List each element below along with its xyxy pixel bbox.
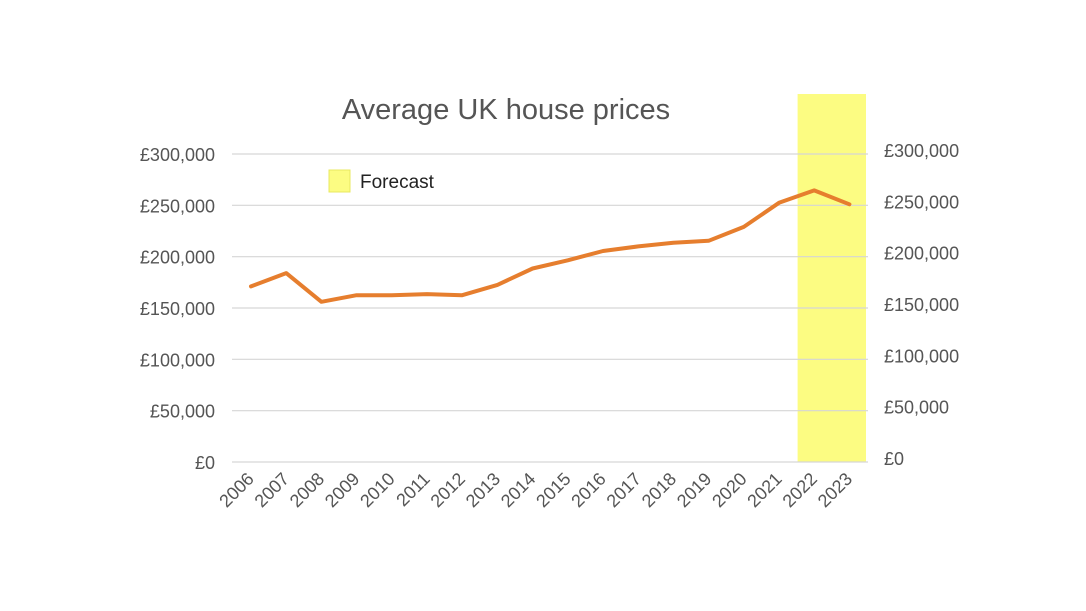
y-tick-label-right: £50,000 xyxy=(884,398,949,418)
y-tick-label-right: £300,000 xyxy=(884,141,959,161)
data-point xyxy=(355,293,359,297)
data-point xyxy=(425,292,429,296)
data-point xyxy=(601,249,605,253)
data-point xyxy=(531,266,535,270)
data-point xyxy=(777,201,781,205)
y-tick-label-left: £250,000 xyxy=(140,196,215,216)
series-line xyxy=(249,188,852,304)
right-y-axis: £0 £50,000 £100,000 £150,000 £200,000 £250,00… xyxy=(884,141,959,469)
forecast-band xyxy=(797,94,866,462)
data-point xyxy=(319,300,323,304)
y-tick-label-left: £200,000 xyxy=(140,248,215,268)
data-point xyxy=(636,244,640,248)
data-point xyxy=(671,241,675,245)
x-axis: 2006200720082009201020112012201320142015… xyxy=(215,469,856,511)
legend-swatch-forecast xyxy=(328,169,351,193)
data-point xyxy=(847,202,851,206)
x-tick-label: 2016 xyxy=(567,469,609,511)
y-tick-label-left: £50,000 xyxy=(150,402,215,422)
x-tick-label: 2008 xyxy=(286,469,328,511)
left-y-axis: £0 £50,000 £100,000 £150,000 £200,000 £250,00… xyxy=(140,145,215,473)
data-point xyxy=(566,258,570,262)
x-tick-label: 2013 xyxy=(462,469,504,511)
y-tick-label-right: £100,000 xyxy=(884,346,959,366)
x-tick-label: 2015 xyxy=(532,469,574,511)
data-point xyxy=(249,284,253,288)
x-tick-label: 2018 xyxy=(638,469,680,511)
y-tick-label-left: £300,000 xyxy=(140,145,215,165)
x-tick-label: 2014 xyxy=(497,469,539,511)
x-tick-label: 2020 xyxy=(708,469,750,511)
x-tick-label: 2010 xyxy=(356,469,398,511)
data-point xyxy=(742,225,746,229)
y-tick-label-left: £0 xyxy=(195,453,215,473)
y-tick-label-right: £150,000 xyxy=(884,295,959,315)
y-tick-label-right: £0 xyxy=(884,449,904,469)
x-tick-label: 2022 xyxy=(779,469,821,511)
x-tick-label: 2007 xyxy=(251,469,293,511)
y-tick-label-left: £150,000 xyxy=(140,299,215,319)
x-tick-label: 2019 xyxy=(673,469,715,511)
x-tick-label: 2011 xyxy=(392,469,434,511)
y-tick-label-right: £200,000 xyxy=(884,244,959,264)
y-tick-label-right: £250,000 xyxy=(884,192,959,212)
chart-title: Average UK house prices xyxy=(342,94,670,126)
data-point xyxy=(390,293,394,297)
y-tick-label-left: £100,000 xyxy=(140,350,215,370)
x-tick-label: 2021 xyxy=(743,469,785,511)
x-tick-label: 2017 xyxy=(603,469,645,511)
x-tick-label: 2009 xyxy=(321,469,363,511)
x-tick-label: 2012 xyxy=(427,469,469,511)
gridlines xyxy=(232,153,868,463)
legend-label-forecast: Forecast xyxy=(360,172,435,193)
data-point xyxy=(495,283,499,287)
data-point xyxy=(460,293,464,297)
data-point xyxy=(707,239,711,243)
data-point xyxy=(812,188,816,192)
x-tick-label: 2023 xyxy=(814,469,856,511)
x-tick-label: 2006 xyxy=(215,469,257,511)
data-point xyxy=(284,271,288,275)
legend: Forecast xyxy=(328,169,435,193)
